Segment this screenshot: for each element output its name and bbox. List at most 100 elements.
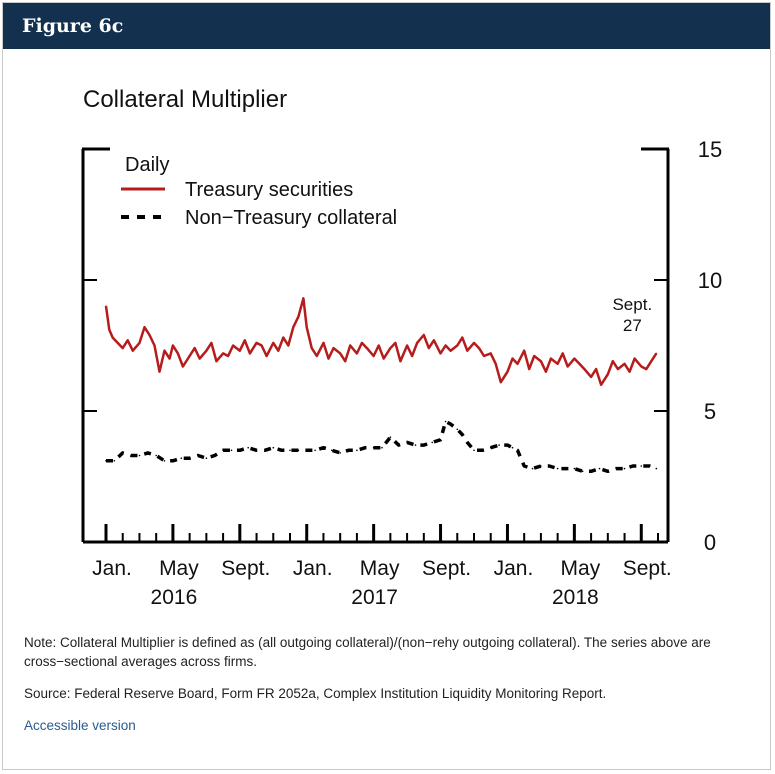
data-point-treasury	[655, 352, 658, 355]
data-point-treasury	[277, 349, 280, 352]
data-point-treasury	[628, 370, 631, 373]
accessible-version-link[interactable]: Accessible version	[24, 718, 136, 733]
data-point-treasury	[188, 355, 191, 357]
data-point-non-treasury	[506, 444, 509, 446]
data-point-non-treasury	[155, 454, 157, 457]
data-point-non-treasury	[188, 457, 191, 460]
data-point-non-treasury	[113, 460, 116, 462]
data-point-treasury	[316, 355, 318, 357]
data-point-treasury	[158, 370, 161, 373]
data-point-non-treasury	[461, 433, 464, 436]
data-point-treasury	[105, 305, 107, 308]
data-point-treasury	[210, 342, 213, 344]
data-point-non-treasury	[280, 449, 283, 452]
data-point-treasury	[215, 360, 218, 363]
data-point-treasury	[478, 347, 480, 349]
data-point-non-treasury	[305, 449, 308, 452]
data-point-non-treasury	[222, 449, 224, 452]
data-point-non-treasury	[655, 467, 658, 470]
data-point-non-treasury	[456, 428, 459, 431]
data-point-non-treasury	[531, 467, 534, 470]
data-point-non-treasury	[297, 449, 300, 452]
data-point-non-treasury	[449, 423, 452, 425]
data-point-treasury	[528, 368, 530, 370]
data-point-treasury	[411, 355, 413, 357]
data-point-treasury	[423, 334, 425, 336]
data-point-non-treasury	[406, 441, 408, 444]
data-point-treasury	[382, 357, 385, 360]
data-point-treasury	[506, 370, 509, 373]
figure-notes: Note: Collateral Multiplier is defined a…	[24, 633, 744, 748]
data-point-treasury	[172, 344, 174, 347]
data-point-treasury	[428, 347, 430, 349]
data-point-treasury	[540, 360, 542, 363]
data-point-treasury	[511, 357, 514, 360]
data-point-non-treasury	[172, 460, 174, 462]
data-point-non-treasury	[473, 449, 475, 452]
data-point-non-treasury	[598, 467, 601, 470]
data-point-treasury	[361, 342, 363, 344]
y-tick-label: 0	[704, 530, 716, 555]
data-point-non-treasury	[516, 449, 519, 452]
data-point-non-treasury	[581, 470, 584, 473]
data-point-treasury	[327, 357, 330, 360]
data-point-treasury	[500, 381, 502, 384]
data-point-treasury	[489, 352, 492, 355]
data-point-treasury	[272, 342, 275, 344]
data-point-treasury	[483, 355, 485, 357]
data-point-treasury	[366, 347, 368, 349]
chart-series	[104, 297, 658, 474]
data-point-treasury	[590, 376, 592, 378]
data-point-treasury	[466, 349, 469, 352]
data-point-non-treasury	[356, 449, 358, 452]
data-point-non-treasury	[322, 446, 325, 449]
annotation-line-2: 27	[623, 316, 642, 335]
data-point-treasury	[449, 349, 452, 352]
data-point-non-treasury	[540, 465, 542, 467]
data-point-non-treasury	[230, 449, 233, 452]
data-point-treasury	[516, 363, 519, 365]
data-point-treasury	[416, 342, 418, 344]
data-point-non-treasury	[381, 446, 383, 449]
x-tick-label: Sept.	[221, 557, 270, 580]
data-point-treasury	[282, 336, 285, 339]
data-point-non-treasury	[247, 446, 249, 449]
data-point-treasury	[612, 360, 614, 363]
data-point-treasury	[461, 336, 464, 339]
data-point-non-treasury	[565, 467, 567, 470]
x-year-label: 2016	[151, 586, 198, 609]
data-point-non-treasury	[431, 441, 434, 444]
data-point-treasury	[566, 365, 569, 368]
data-point-treasury	[193, 347, 196, 349]
data-point-treasury	[244, 339, 246, 342]
data-point-non-treasury	[632, 465, 634, 467]
data-point-treasury	[533, 355, 535, 357]
data-point-non-treasury	[255, 449, 258, 452]
data-point-treasury	[265, 355, 268, 357]
data-point-treasury	[332, 347, 335, 349]
data-point-non-treasury	[239, 449, 241, 452]
data-point-treasury	[153, 344, 156, 347]
data-point-treasury	[573, 357, 576, 360]
note-text: Note: Collateral Multiplier is defined a…	[24, 635, 711, 669]
data-point-treasury	[444, 344, 447, 347]
y-tick-label: 15	[698, 137, 722, 162]
data-point-treasury	[182, 365, 184, 368]
data-point-treasury	[198, 357, 201, 360]
legend-title: Daily	[125, 154, 169, 176]
data-point-treasury	[297, 315, 300, 318]
data-point-treasury	[302, 297, 305, 300]
data-point-non-treasury	[607, 470, 609, 473]
data-point-non-treasury	[147, 452, 149, 454]
y-tick-label: 10	[698, 268, 722, 293]
data-point-treasury	[650, 360, 653, 363]
series-line-treasury	[104, 297, 658, 387]
x-year-label: 2017	[351, 586, 398, 609]
data-point-non-treasury	[615, 467, 617, 470]
data-point-treasury	[561, 352, 564, 355]
data-point-treasury	[239, 349, 241, 352]
data-point-treasury	[344, 360, 347, 363]
data-point-treasury	[249, 352, 251, 355]
data-point-treasury	[399, 360, 402, 363]
data-point-non-treasury	[180, 457, 183, 460]
